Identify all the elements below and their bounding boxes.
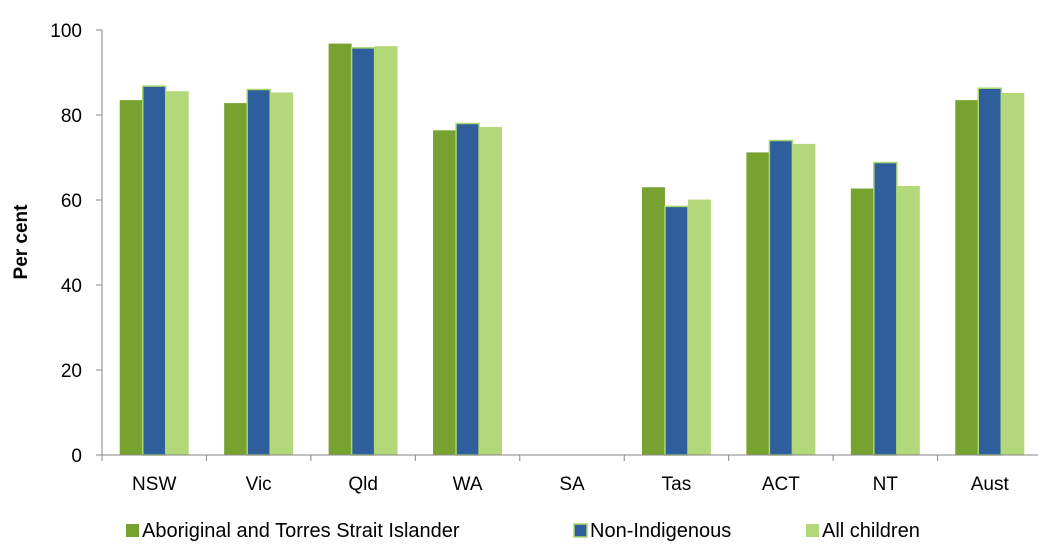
x-tick-label-nt: NT [873,474,899,495]
bar-nsw-series-1 [119,100,143,455]
bar-qld-series-3 [374,46,398,456]
y-axis-title: Per cent [11,204,32,280]
bar-vic-series-1 [224,103,248,455]
bar-act-series-2 [768,139,794,456]
x-tick-label-act: ACT [762,474,800,495]
legend-swatch-1 [126,524,139,537]
legend: Aboriginal and Torres Strait Islander Non… [126,520,920,542]
bar-act-series-1 [746,152,770,455]
legend-swatch-2 [573,523,588,538]
legend-label-3: All children [822,520,920,542]
y-tick-label: 20 [61,361,82,382]
bar-tas-series-3 [687,199,711,455]
x-tick-label-aust: Aust [971,474,1010,495]
bar-nsw-series-2 [141,85,167,456]
legend-label-2: Non-Indigenous [590,520,731,542]
bar-tas-series-2 [664,205,689,456]
x-tick-label-nsw: NSW [132,474,176,495]
bar-vic-series-2 [246,88,271,456]
bars-layer [119,43,1025,456]
bar-qld-series-1 [328,43,352,455]
bar-aust-series-2 [977,87,1003,456]
x-tick-label-sa: SA [559,474,585,495]
y-ticks-layer: 0 20 40 60 80 100 [50,21,102,467]
legend-label-1: Aboriginal and Torres Strait Islander [142,520,460,542]
bar-aust-series-1 [955,100,979,455]
y-tick-label: 80 [61,106,82,127]
bar-qld-series-2 [350,47,376,456]
x-ticks-layer: NSW Vic Qld WA SA Tas ACT NT Aust [101,455,1010,495]
bar-vic-series-3 [270,92,294,455]
bar-aust-series-3 [1001,92,1025,456]
x-tick-label-qld: Qld [348,474,378,495]
x-tick-label-wa: WA [453,474,483,495]
bar-wa-series-1 [433,130,457,456]
legend-swatch-3 [806,524,819,537]
bar-nt-series-3 [896,185,920,455]
bar-nt-series-2 [873,161,898,456]
x-tick-label-tas: Tas [662,474,692,495]
bar-nt-series-1 [850,188,874,455]
bar-act-series-3 [792,143,816,455]
x-tick-label-vic: Vic [246,474,272,495]
bar-wa-series-2 [455,122,480,456]
bar-wa-series-3 [479,126,503,456]
y-tick-label: 100 [50,21,82,42]
y-tick-label: 60 [61,191,82,212]
y-tick-label: 0 [71,446,82,467]
y-tick-label: 40 [61,276,82,297]
bar-tas-series-1 [641,187,665,455]
bar-nsw-series-3 [165,91,189,455]
